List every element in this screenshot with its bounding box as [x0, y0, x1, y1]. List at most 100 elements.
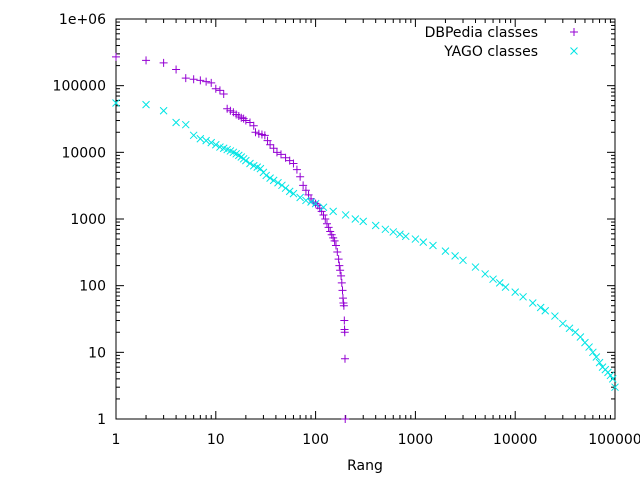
data-point	[536, 303, 545, 312]
x-axis-ticks: 1 10 100 1000 10000 100000	[112, 19, 640, 448]
y-axis-ticks: 1 10 100 1000 10000 100000 1e+06	[53, 12, 615, 428]
data-point	[495, 279, 504, 287]
data-point	[196, 76, 205, 85]
data-point	[411, 235, 420, 243]
data-point	[339, 301, 348, 310]
x-tick-label: 100000	[588, 432, 640, 448]
y-tick-label: 1e+06	[59, 12, 106, 28]
data-point	[211, 84, 220, 93]
data-point	[322, 219, 331, 228]
x-tick-label: 100	[302, 432, 329, 448]
data-point	[381, 225, 390, 234]
data-point	[223, 104, 232, 113]
data-point	[441, 247, 450, 255]
y-tick-label: 100	[79, 279, 106, 295]
data-point	[359, 217, 368, 226]
data-point	[202, 77, 211, 86]
data-point	[246, 159, 254, 168]
data-point	[196, 134, 205, 143]
data-point	[296, 193, 304, 202]
x-tick-label: 1000	[398, 432, 434, 448]
legend-label: YAGO classes	[443, 44, 538, 60]
legend-marker	[570, 28, 578, 36]
x-tick-label: 10000	[493, 432, 538, 448]
data-point	[519, 292, 527, 301]
data-point	[207, 78, 216, 87]
data-point	[289, 159, 298, 168]
data-point	[296, 172, 305, 181]
data-point	[281, 184, 290, 193]
data-point	[266, 140, 275, 149]
data-point	[419, 238, 428, 246]
data-point	[338, 286, 347, 295]
data-point	[269, 144, 278, 153]
data-point	[595, 358, 604, 367]
data-point	[541, 306, 550, 315]
data-point	[266, 174, 274, 183]
data-point	[329, 207, 338, 216]
data-point	[606, 371, 615, 380]
data-point	[311, 199, 320, 208]
data-point	[337, 271, 346, 280]
data-point	[489, 275, 497, 284]
data-point	[272, 148, 281, 157]
data-point	[142, 56, 151, 65]
data-point	[269, 176, 278, 185]
data-point	[245, 118, 254, 127]
data-point	[326, 227, 335, 236]
data-point	[299, 181, 308, 190]
data-point	[589, 348, 597, 357]
legend: DBPedia classes YAGO classes	[425, 25, 578, 60]
data-point	[276, 150, 285, 159]
data-point	[181, 120, 190, 129]
data-point	[340, 316, 349, 325]
data-point	[330, 236, 339, 245]
x-tick-label: 10	[207, 432, 225, 448]
data-point	[396, 230, 404, 239]
data-point	[159, 58, 168, 67]
data-point	[292, 165, 301, 174]
data-point	[307, 198, 315, 206]
data-point	[528, 299, 537, 307]
y-tick-label: 1000	[70, 212, 106, 228]
data-point	[112, 52, 120, 61]
data-point	[592, 353, 601, 361]
data-point	[262, 171, 271, 180]
x-tick-label: 1	[112, 432, 121, 448]
data-point	[551, 312, 559, 320]
data-point	[341, 415, 350, 423]
data-point	[351, 215, 360, 223]
data-point	[289, 189, 298, 198]
data-point	[263, 136, 272, 145]
data-point	[337, 278, 346, 287]
data-point	[202, 136, 210, 145]
data-point	[211, 140, 220, 149]
series-dbpedia	[112, 52, 350, 423]
data-point	[401, 232, 410, 241]
y-tick-label: 1	[97, 412, 106, 428]
data-point	[189, 75, 198, 84]
data-point	[112, 99, 120, 107]
series-layer	[112, 52, 619, 423]
data-point	[340, 354, 349, 363]
data-point	[608, 375, 617, 383]
data-point	[334, 255, 343, 264]
data-point	[319, 210, 328, 219]
y-tick-label: 10000	[61, 145, 106, 161]
data-point	[281, 153, 290, 162]
data-point	[219, 89, 228, 98]
legend-marker	[570, 47, 578, 55]
data-point	[576, 333, 585, 341]
data-point	[389, 228, 398, 236]
legend-label: DBPedia classes	[425, 25, 538, 41]
data-point	[511, 288, 520, 296]
data-point	[251, 128, 260, 137]
data-point	[256, 164, 265, 173]
data-point	[324, 223, 333, 232]
data-point	[558, 319, 567, 328]
data-point	[189, 131, 198, 140]
data-point	[371, 221, 380, 230]
data-point	[451, 252, 459, 260]
data-point	[611, 383, 619, 392]
